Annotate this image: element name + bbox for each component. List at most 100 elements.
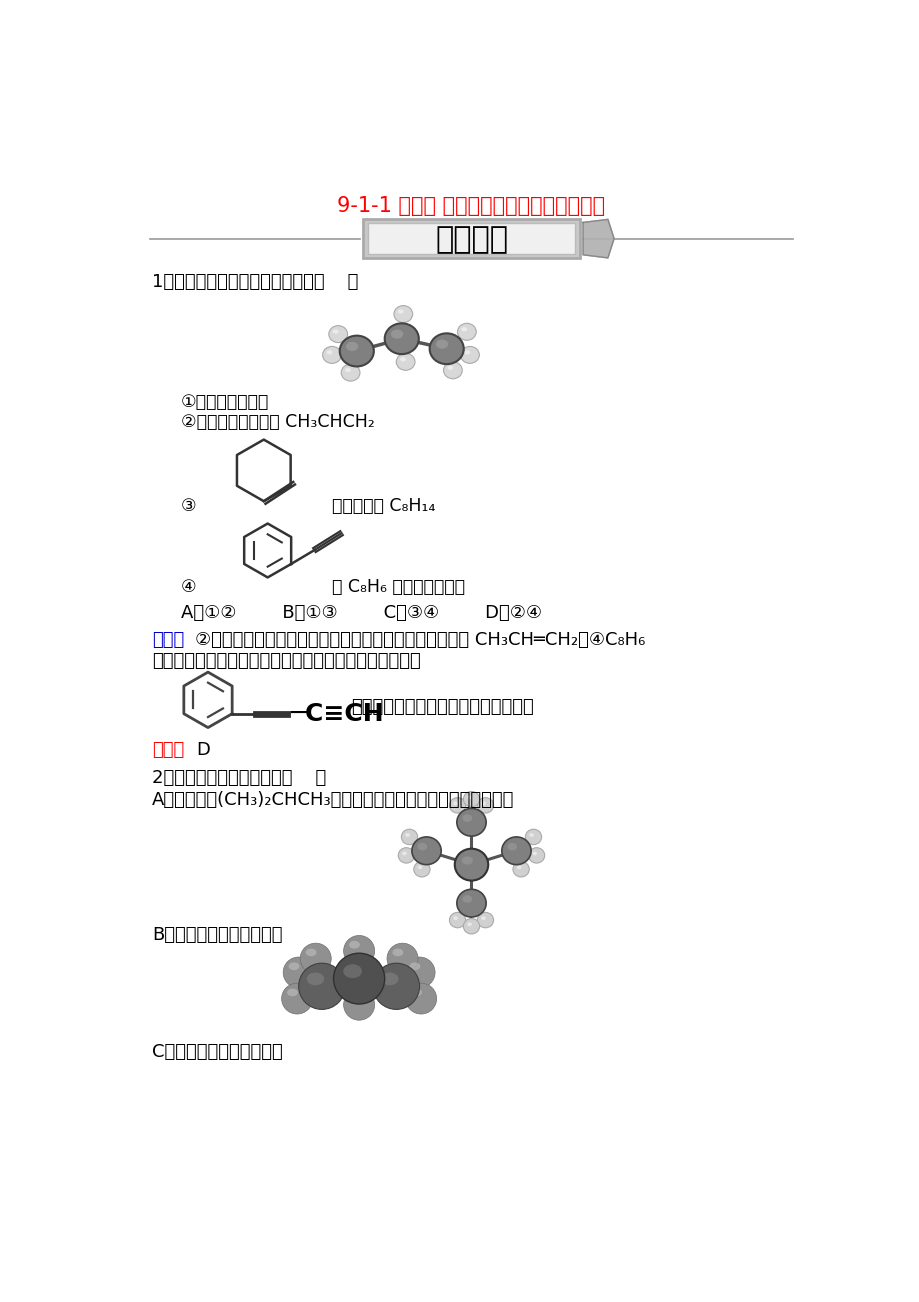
Text: 与 C₈H₆ 互为同分异构体: 与 C₈H₆ 互为同分异构体 [332,578,464,596]
Ellipse shape [477,798,494,812]
Ellipse shape [344,965,361,978]
Ellipse shape [481,802,485,806]
Ellipse shape [516,866,521,870]
Ellipse shape [323,346,341,363]
Ellipse shape [411,988,422,996]
Ellipse shape [341,365,359,381]
FancyBboxPatch shape [368,223,574,254]
Ellipse shape [334,953,384,1004]
Ellipse shape [397,310,403,314]
Ellipse shape [532,852,537,855]
Ellipse shape [400,357,405,362]
Text: 解析：: 解析： [152,630,184,648]
Text: 2．下列化学用语正确的是（    ）: 2．下列化学用语正确的是（ ） [152,769,326,788]
Ellipse shape [461,857,472,865]
Polygon shape [583,219,614,258]
Ellipse shape [501,837,530,865]
Ellipse shape [443,362,461,379]
Ellipse shape [289,962,299,970]
Ellipse shape [460,346,479,363]
Ellipse shape [481,917,485,921]
Ellipse shape [345,368,351,372]
Ellipse shape [384,323,418,354]
Ellipse shape [373,963,419,1009]
Ellipse shape [392,949,403,956]
Ellipse shape [403,957,435,988]
Ellipse shape [299,963,345,1009]
Ellipse shape [305,949,316,956]
Ellipse shape [335,956,382,1001]
Ellipse shape [448,798,465,812]
Ellipse shape [396,353,414,370]
Ellipse shape [404,833,410,837]
Text: A．①②        B．①③        C．③④        D．②④: A．①② B．①③ C．③④ D．②④ [181,604,541,621]
Ellipse shape [457,809,485,836]
Text: 9-1-1 考点一 甲烷、乙烯、苯的结构与性质: 9-1-1 考点一 甲烷、乙烯、苯的结构与性质 [337,197,605,216]
Ellipse shape [344,990,374,1021]
Ellipse shape [326,350,332,354]
Ellipse shape [281,983,312,1014]
Ellipse shape [454,849,488,880]
Text: A．结构简式(CH₃)₂CHCH₃既可以表示正丁烷，也可以表示异丁烷: A．结构简式(CH₃)₂CHCH₃既可以表示正丁烷，也可以表示异丁烷 [152,790,514,809]
Ellipse shape [525,829,541,845]
Ellipse shape [477,913,494,928]
Ellipse shape [333,329,338,333]
Ellipse shape [300,943,331,974]
Ellipse shape [287,988,298,996]
Text: 答案：: 答案： [152,741,184,759]
Ellipse shape [467,796,471,799]
Ellipse shape [462,896,471,902]
Text: 是有机物的分子式，不能反映出有机物的结构，它可能与: 是有机物的分子式，不能反映出有机物的结构，它可能与 [152,652,421,671]
Ellipse shape [467,922,471,926]
Text: C．甲烷分子的球棍模型：: C．甲烷分子的球棍模型： [152,1043,283,1061]
Ellipse shape [405,983,437,1014]
Ellipse shape [412,837,441,865]
Text: 学后即练: 学后即练 [435,225,507,254]
Ellipse shape [306,973,323,986]
Ellipse shape [453,802,458,806]
FancyBboxPatch shape [363,219,579,258]
Ellipse shape [417,842,426,850]
Ellipse shape [380,973,398,986]
Ellipse shape [343,965,361,978]
Text: ④: ④ [181,578,197,596]
Ellipse shape [348,995,359,1003]
Ellipse shape [528,848,544,863]
Text: ②丙烯的结构简式为 CH₃CHCH₂: ②丙烯的结构简式为 CH₃CHCH₂ [181,414,374,431]
Ellipse shape [387,943,417,974]
Ellipse shape [414,862,429,878]
Ellipse shape [463,918,479,934]
Text: D: D [196,741,210,759]
Ellipse shape [528,833,533,837]
Text: 是同一种物质，也可能是同分异构体。: 是同一种物质，也可能是同分异构体。 [351,698,534,716]
Ellipse shape [457,323,476,340]
Ellipse shape [513,862,528,878]
Ellipse shape [328,326,347,342]
Ellipse shape [448,913,465,928]
Ellipse shape [447,366,453,370]
Ellipse shape [346,342,358,352]
Text: ③: ③ [181,497,197,516]
Ellipse shape [429,333,463,365]
Text: B．丙烷分子的比例模型：: B．丙烷分子的比例模型： [152,926,282,944]
Text: ②结构简式应能表现出物质的官能团，丙烯的结构简式为 CH₃CH═CH₂；④C₈H₆: ②结构简式应能表现出物质的官能团，丙烯的结构简式为 CH₃CH═CH₂；④C₈H… [195,630,644,648]
Ellipse shape [417,866,422,870]
Ellipse shape [398,848,414,863]
Ellipse shape [453,917,458,921]
Ellipse shape [457,889,485,917]
Ellipse shape [464,350,470,354]
Ellipse shape [348,941,359,949]
Ellipse shape [402,852,406,855]
Text: 的分子式为 C₈H₁₄: 的分子式为 C₈H₁₄ [332,497,435,516]
Ellipse shape [462,814,471,822]
Ellipse shape [436,340,448,349]
Ellipse shape [393,306,413,323]
Ellipse shape [391,329,403,339]
Text: 1．下列化学用语表达不正确的是（    ）: 1．下列化学用语表达不正确的是（ ） [152,273,358,292]
Text: ─C≡CH: ─C≡CH [290,702,383,725]
Ellipse shape [463,792,479,807]
Ellipse shape [409,962,420,970]
Ellipse shape [283,957,313,988]
Ellipse shape [460,327,467,332]
Text: ①丙烷的球棍模型: ①丙烷的球棍模型 [181,393,269,411]
